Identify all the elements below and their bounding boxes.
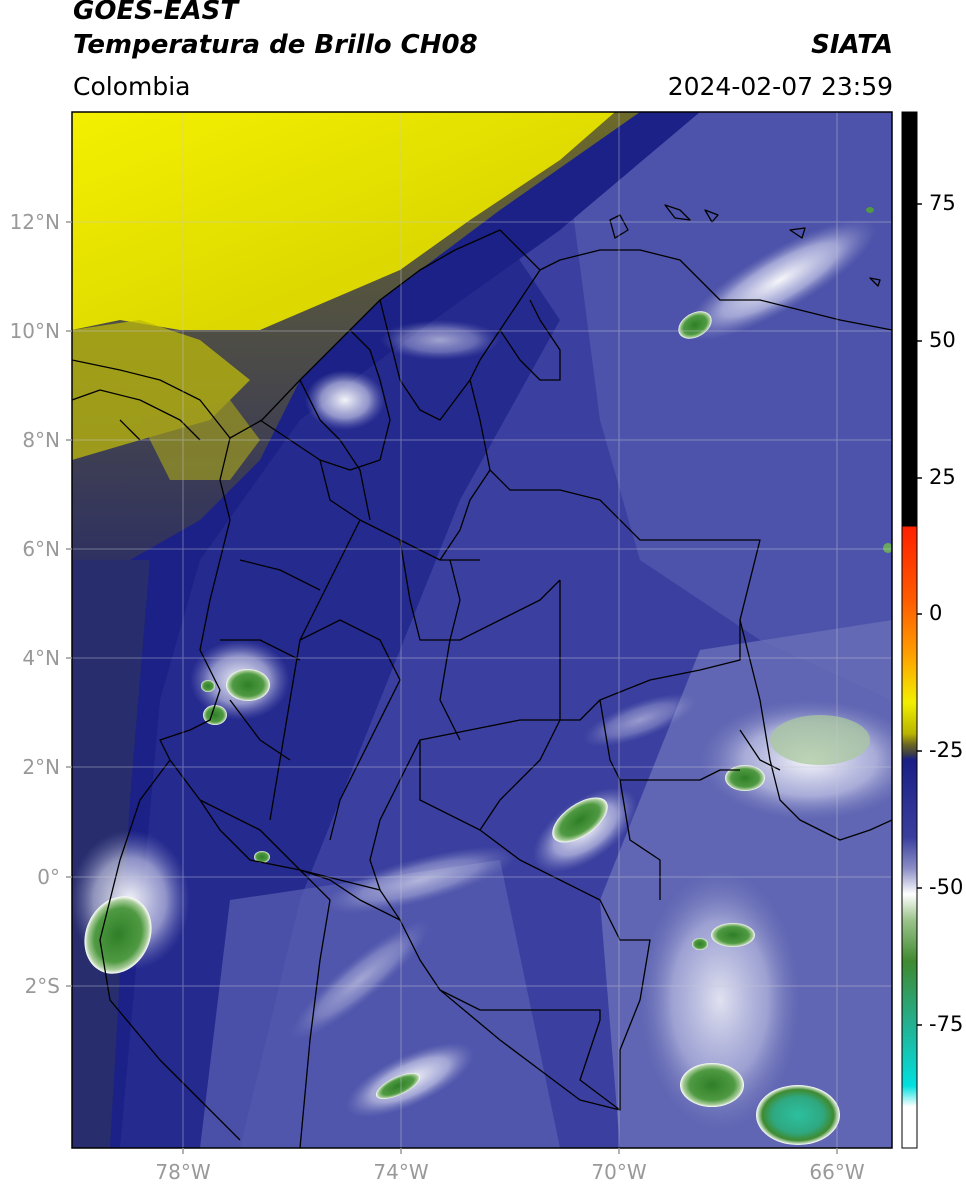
map-frame bbox=[71, 111, 893, 1149]
colorbar-label-75: 75 bbox=[929, 191, 956, 215]
lon-label-78w: 78°W bbox=[155, 1160, 211, 1184]
colorbar-label-minus75: -75 bbox=[929, 1012, 964, 1036]
colorbar-label-25: 25 bbox=[929, 465, 956, 489]
lat-label-10n: 10°N bbox=[9, 319, 60, 343]
product-title: Temperatura de Brillo CH08 bbox=[73, 30, 478, 60]
colorbar-label-0: 0 bbox=[929, 601, 943, 625]
graticule bbox=[72, 112, 892, 1148]
colorbar bbox=[901, 111, 918, 1149]
lon-label-74w: 74°W bbox=[373, 1160, 429, 1184]
political-borders bbox=[72, 204, 892, 1148]
colorbar-label-minus50: -50 bbox=[929, 875, 964, 899]
brand-label: SIATA bbox=[811, 30, 893, 60]
map-imagery bbox=[72, 112, 892, 1148]
region-label: Colombia bbox=[73, 72, 191, 101]
lat-label-0: 0° bbox=[37, 865, 60, 889]
lat-label-4n: 4°N bbox=[22, 646, 60, 670]
axis-ticks bbox=[66, 221, 838, 1154]
lat-label-2n: 2°N bbox=[22, 755, 60, 779]
lat-label-6n: 6°N bbox=[22, 537, 60, 561]
timestamp-label: 2024-02-07 23:59 bbox=[667, 72, 893, 101]
lat-label-2s: 2°S bbox=[24, 974, 60, 998]
lon-label-70w: 70°W bbox=[591, 1160, 647, 1184]
lon-label-66w: 66°W bbox=[809, 1160, 865, 1184]
satellite-title: GOES-EAST bbox=[73, 0, 239, 26]
colorbar-label-minus25: -25 bbox=[929, 738, 964, 762]
colorbar-label-50: 50 bbox=[929, 328, 956, 352]
colorbar-ticks bbox=[917, 203, 922, 1026]
lat-label-12n: 12°N bbox=[9, 210, 60, 234]
lat-label-8n: 8°N bbox=[22, 428, 60, 452]
